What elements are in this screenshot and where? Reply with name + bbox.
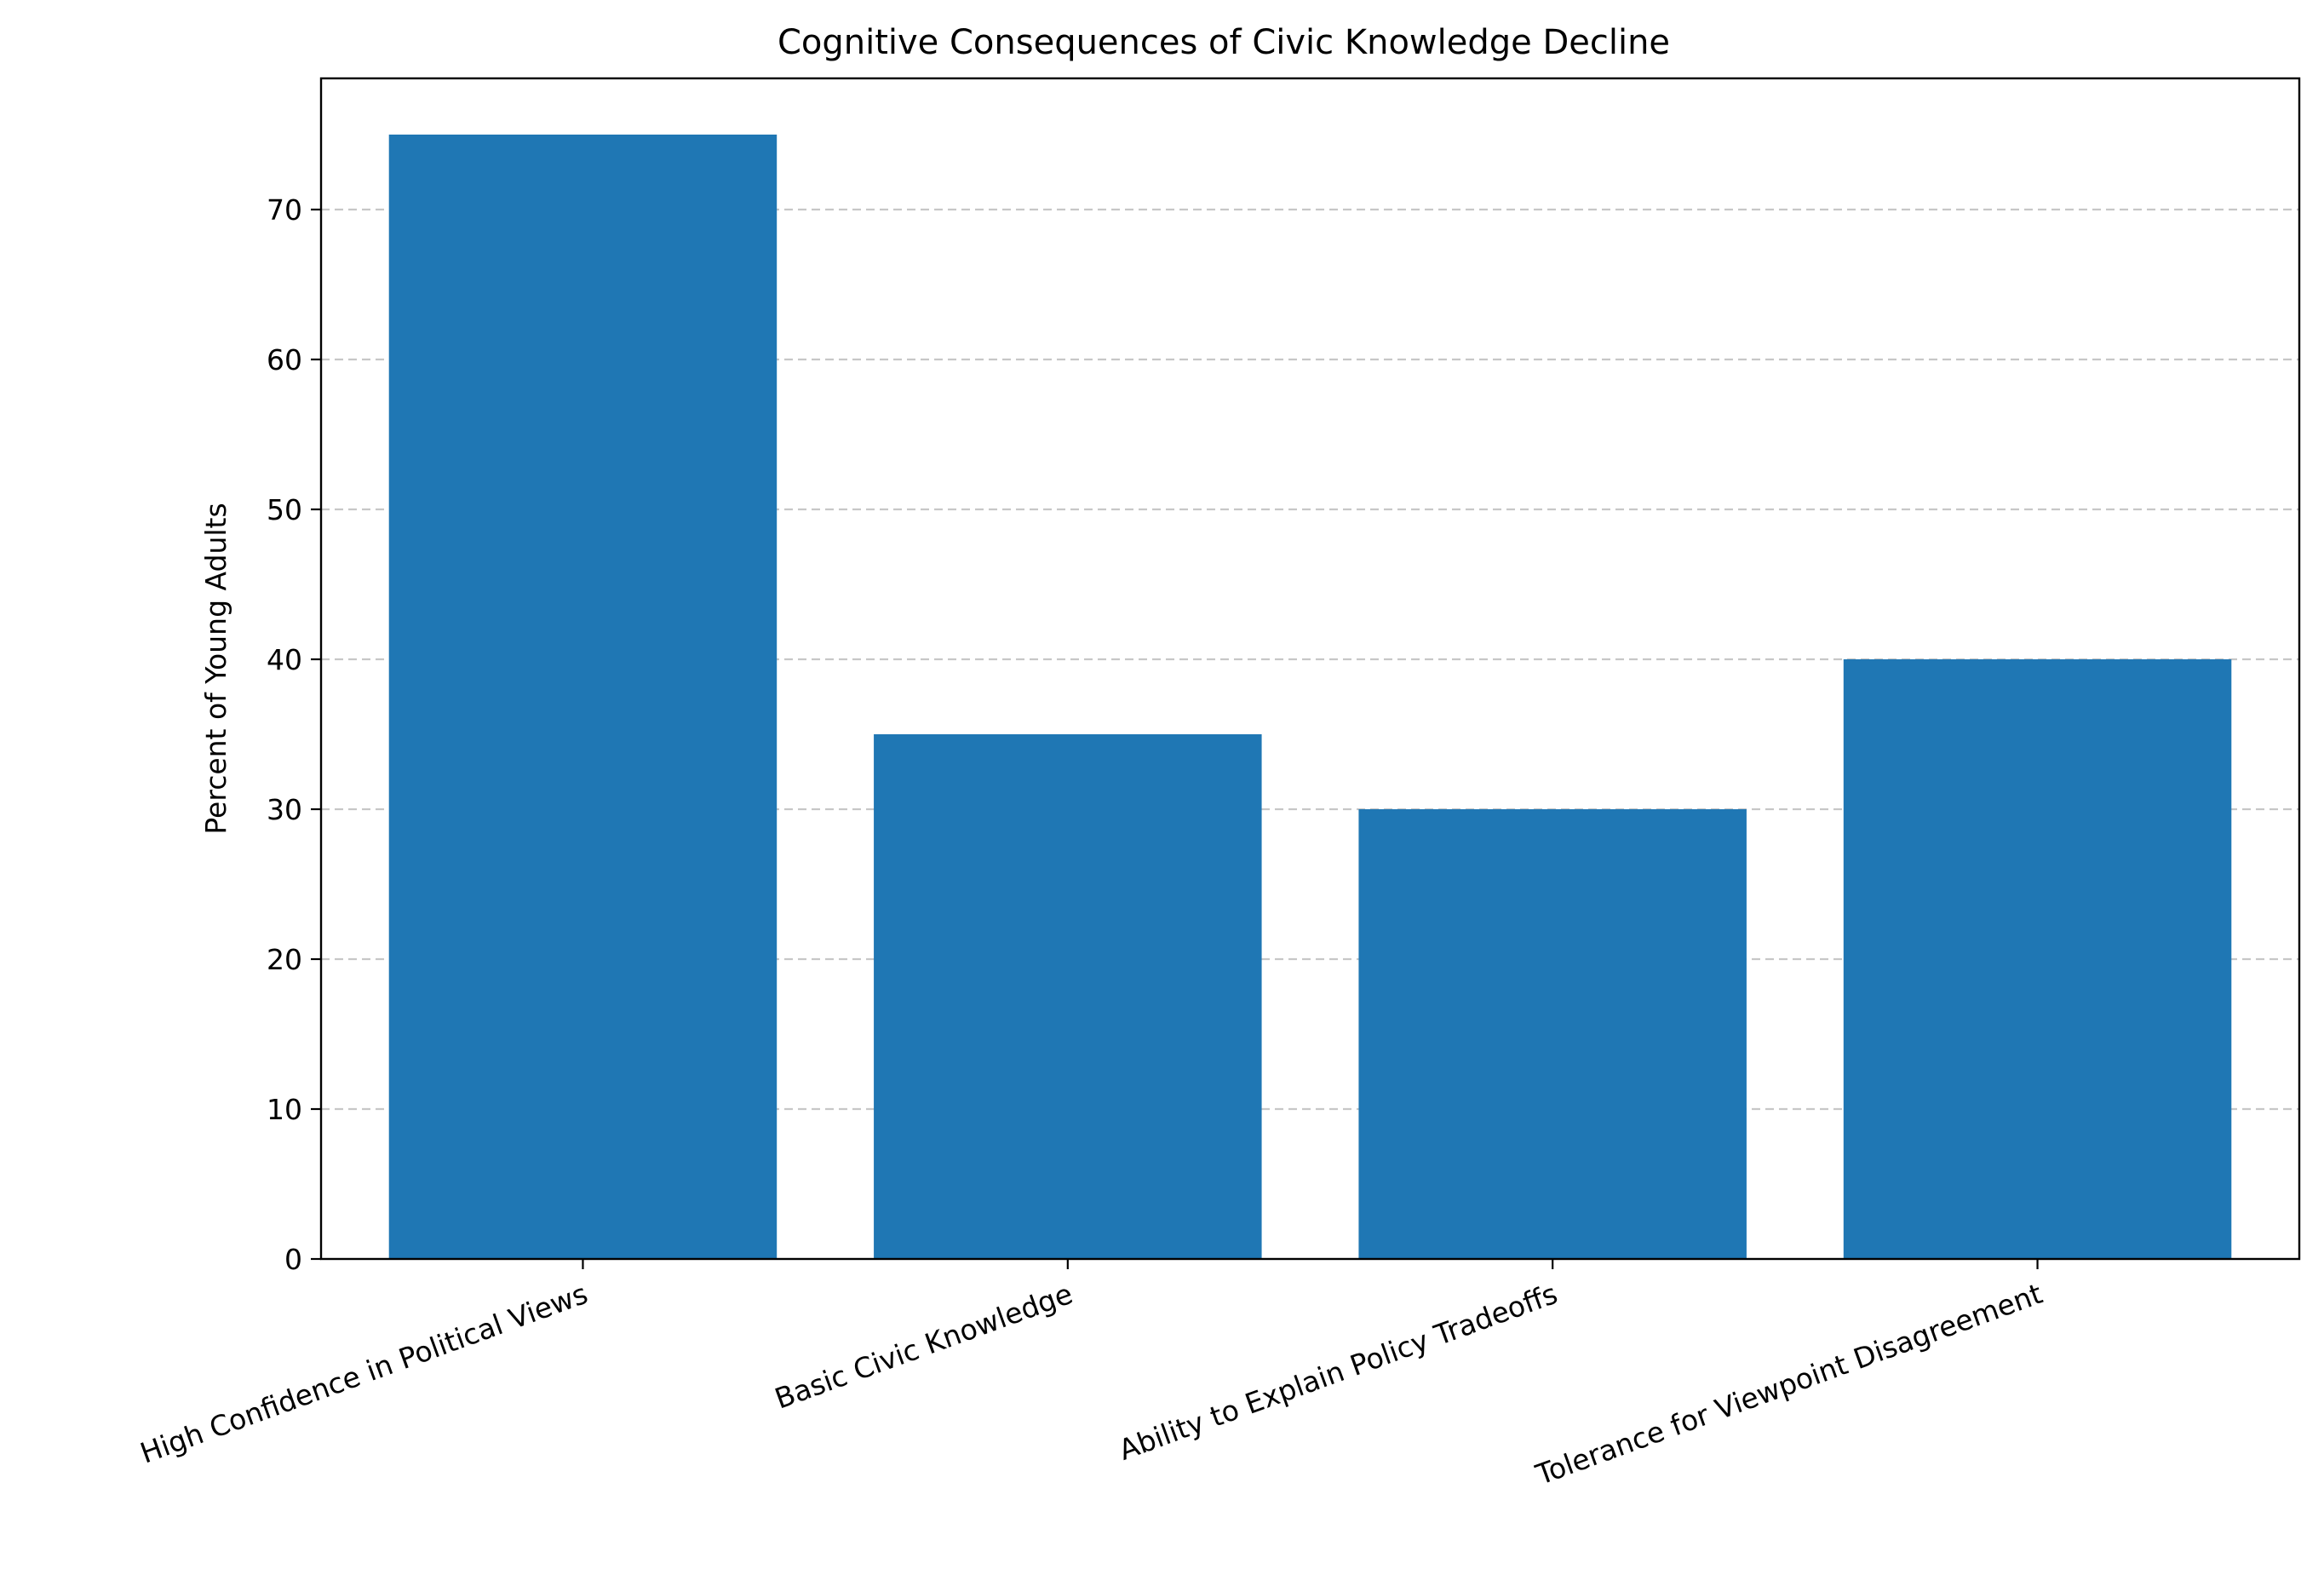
chart-title: Cognitive Consequences of Civic Knowledg… (778, 23, 1670, 62)
y-tick-label: 20 (267, 943, 302, 976)
y-axis-ticks: 0 10 20 30 40 50 60 70 (267, 193, 321, 1276)
y-tick-label: 50 (267, 493, 302, 526)
x-tick-label: Basic Civic Knowledge (771, 1277, 1077, 1416)
y-tick-label: 60 (267, 343, 302, 377)
y-axis-label: Percent of Young Adults (199, 503, 232, 834)
x-axis-ticks: High Confidence in Political Views Basic … (136, 1259, 2047, 1492)
x-tick-label: Ability to Explain Policy Tradeoffs (1115, 1277, 1562, 1467)
bars (388, 135, 2232, 1259)
bar-1 (388, 135, 778, 1259)
y-tick-label: 30 (267, 793, 302, 826)
bar-4 (1843, 659, 2232, 1259)
y-tick-label: 70 (267, 193, 302, 227)
bar-2 (874, 734, 1262, 1259)
plot-frame (319, 77, 2301, 1261)
x-tick-label: Tolerance for Viewpoint Disagreement (1531, 1277, 2047, 1492)
bar-3 (1358, 809, 1747, 1259)
y-tick-label: 0 (284, 1243, 302, 1276)
y-tick-label: 10 (267, 1093, 302, 1126)
y-tick-label: 40 (267, 643, 302, 676)
x-tick-label: High Confidence in Political Views (136, 1277, 593, 1470)
